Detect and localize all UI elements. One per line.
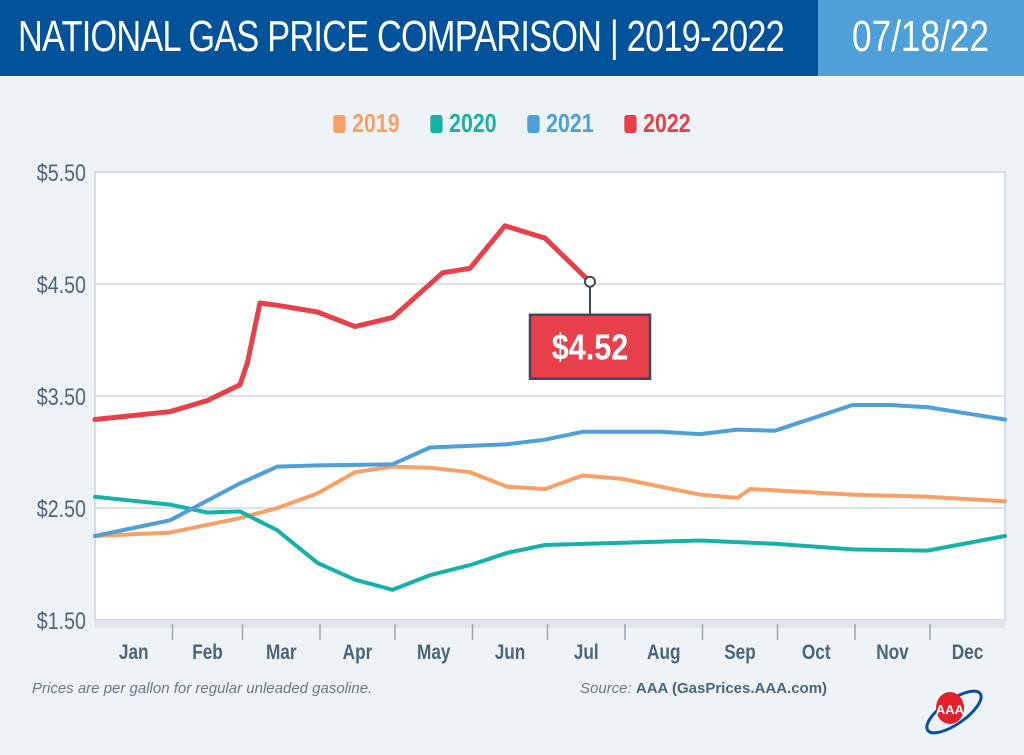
legend-swatch (333, 115, 346, 133)
callout-box (528, 313, 652, 381)
series-line-2022 (92, 223, 593, 422)
y-tick-label: $3.50 (37, 383, 86, 410)
header-banner: NATIONAL GAS PRICE COMPARISON | 2019-202… (0, 0, 818, 76)
x-tick-label: Apr (343, 642, 373, 665)
legend-item-2020: 2020 (430, 108, 497, 139)
x-tick-label: Sep (724, 642, 756, 665)
aaa-logo: AAA (925, 689, 983, 735)
legend-item-2019: 2019 (333, 108, 400, 139)
x-tick-label: Jan (119, 642, 149, 665)
svg-text:AAA: AAA (936, 702, 965, 717)
legend-swatch (527, 115, 540, 133)
x-tick-label: Mar (266, 642, 297, 665)
y-tick-label: $4.50 (37, 271, 86, 298)
x-tick-label: Nov (876, 642, 909, 665)
legend-swatch (624, 115, 637, 133)
legend-item-2022: 2022 (624, 108, 690, 139)
legend-label: 2020 (449, 108, 497, 138)
current-price-marker (584, 275, 596, 288)
x-tick-label: Jul (574, 642, 599, 665)
page-title: NATIONAL GAS PRICE COMPARISON | 2019-202… (18, 12, 785, 61)
legend-swatch (430, 115, 443, 133)
y-tick-label: $1.50 (37, 607, 86, 634)
x-tick-label: Dec (952, 642, 984, 665)
x-tick-label: Feb (192, 642, 223, 665)
callout-label: $4.52 (552, 329, 629, 369)
series-line-2019 (93, 464, 1007, 538)
legend-label: 2022 (642, 108, 691, 138)
y-tick-label: $2.50 (37, 495, 86, 522)
legend-label: 2019 (352, 108, 400, 138)
x-axis-band (95, 620, 1005, 628)
x-tick-label: Aug (647, 642, 680, 665)
series-line-2020 (93, 494, 1007, 592)
series-line-2021 (93, 403, 1007, 538)
x-tick-label: Oct (802, 642, 831, 665)
source-value: AAA (GasPrices.AAA.com) (635, 680, 828, 697)
legend: 2019 2020 2021 2022 (0, 108, 1024, 139)
x-tick-label: Jun (495, 642, 526, 665)
date-text: 07/18/22 (852, 12, 990, 61)
legend-item-2021: 2021 (527, 108, 594, 139)
y-tick-label: $5.50 (37, 159, 86, 186)
legend-label: 2021 (546, 108, 594, 138)
date-badge: 07/18/22 (818, 0, 1024, 76)
source-credit: Source: AAA (GasPrices.AAA.com) (580, 680, 827, 697)
source-label: Source: (580, 680, 632, 697)
x-tick-label: May (417, 642, 451, 665)
footnote: Prices are per gallon for regular unlead… (32, 680, 373, 697)
line-chart: $5.50 $4.50 $3.50 $2.50 $1.50 Jan Feb Mar Apr May… (37, 159, 1007, 665)
